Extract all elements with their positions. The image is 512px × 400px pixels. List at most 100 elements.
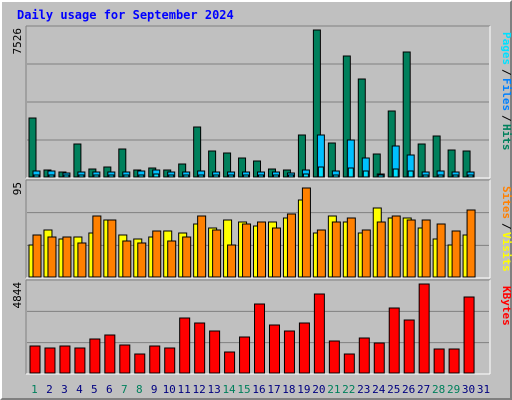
y-max-label-0: 7526 xyxy=(11,28,24,55)
bar-sites-day-12 xyxy=(197,215,207,278)
bar-sites-day-7 xyxy=(122,240,132,278)
bar-kbytes-day-15 xyxy=(239,336,251,374)
bar-sites-day-17 xyxy=(271,227,281,278)
bar-sites-day-26 xyxy=(406,219,416,278)
bar-sites-day-14 xyxy=(227,244,237,278)
bar-kbytes-day-28 xyxy=(433,348,445,374)
legend-sites: Sites xyxy=(500,186,512,219)
bar-pages-day-6 xyxy=(108,174,115,178)
bar-pages-day-8 xyxy=(138,174,145,178)
x-tick-day-6: 6 xyxy=(106,383,113,396)
bar-sites-day-4 xyxy=(77,242,87,278)
bar-sites-day-23 xyxy=(361,229,371,278)
bar-kbytes-day-23 xyxy=(358,337,370,374)
bar-pages-day-4 xyxy=(78,174,85,178)
bar-sites-day-20 xyxy=(316,229,326,278)
bar-sites-day-18 xyxy=(286,213,296,278)
x-tick-day-4: 4 xyxy=(76,383,83,396)
bar-pages-day-14 xyxy=(228,174,235,178)
bar-kbytes-day-13 xyxy=(209,330,221,374)
x-tick-day-12: 12 xyxy=(193,383,206,396)
bar-sites-day-24 xyxy=(376,221,386,278)
x-tick-day-2: 2 xyxy=(46,383,53,396)
x-tick-day-1: 1 xyxy=(31,383,38,396)
bar-pages-day-16 xyxy=(258,174,265,178)
bar-pages-day-2 xyxy=(48,174,55,178)
bar-kbytes-day-18 xyxy=(283,330,295,374)
bar-kbytes-day-4 xyxy=(74,347,86,374)
bar-pages-day-29 xyxy=(452,174,459,178)
bar-kbytes-day-24 xyxy=(373,342,385,374)
bar-pages-day-26 xyxy=(407,170,414,178)
bar-kbytes-day-25 xyxy=(388,307,400,374)
bar-kbytes-day-6 xyxy=(104,334,116,374)
bar-pages-day-21 xyxy=(332,174,339,178)
legend-kbytes: KBytes xyxy=(500,286,512,326)
bar-hits-day-16 xyxy=(253,160,262,178)
bar-pages-day-25 xyxy=(392,168,399,178)
x-tick-day-16: 16 xyxy=(252,383,265,396)
bar-sites-day-19 xyxy=(301,187,311,278)
legend-hits: Hits xyxy=(500,124,512,151)
bar-kbytes-day-7 xyxy=(119,344,131,374)
bar-sites-day-2 xyxy=(47,236,57,278)
bar-pages-day-22 xyxy=(347,167,354,178)
bar-sites-day-15 xyxy=(242,223,252,278)
bar-pages-day-15 xyxy=(243,174,250,178)
chart-title: Daily usage for September 2024 xyxy=(17,8,234,22)
bar-sites-day-6 xyxy=(107,219,117,278)
bar-pages-day-13 xyxy=(213,174,220,178)
x-tick-day-22: 22 xyxy=(342,383,355,396)
x-tick-day-14: 14 xyxy=(222,383,236,396)
bar-kbytes-day-20 xyxy=(313,293,325,374)
bar-sites-day-10 xyxy=(167,240,177,278)
bar-kbytes-day-8 xyxy=(134,353,146,374)
legend-separator-0-1: / xyxy=(500,69,512,76)
x-tick-day-20: 20 xyxy=(312,383,325,396)
x-tick-day-19: 19 xyxy=(297,383,310,396)
x-tick-day-8: 8 xyxy=(136,383,143,396)
x-tick-day-30: 30 xyxy=(462,383,475,396)
x-tick-day-31: 31 xyxy=(477,383,490,396)
bar-hits-day-1 xyxy=(28,117,37,178)
bar-pages-day-12 xyxy=(198,174,205,178)
bar-pages-day-5 xyxy=(93,174,100,178)
bar-kbytes-day-2 xyxy=(44,347,56,374)
bar-kbytes-day-29 xyxy=(448,348,460,374)
bar-pages-day-7 xyxy=(123,174,130,178)
legend-separator-1-1: / xyxy=(500,223,512,230)
bar-sites-day-27 xyxy=(421,219,431,278)
x-tick-day-17: 17 xyxy=(267,383,280,396)
bar-pages-day-11 xyxy=(183,174,190,178)
bar-sites-day-5 xyxy=(92,215,102,278)
bar-pages-day-1 xyxy=(33,174,40,178)
x-tick-day-13: 13 xyxy=(207,383,220,396)
bar-hits-day-12 xyxy=(193,126,202,178)
bar-sites-day-29 xyxy=(451,230,461,278)
bar-kbytes-day-11 xyxy=(179,317,191,374)
bar-pages-day-24 xyxy=(377,174,384,178)
x-tick-day-15: 15 xyxy=(237,383,250,396)
x-tick-day-10: 10 xyxy=(163,383,176,396)
bar-kbytes-day-16 xyxy=(254,303,266,374)
bar-pages-day-27 xyxy=(422,174,429,178)
bar-kbytes-day-5 xyxy=(89,338,101,374)
bar-sites-day-28 xyxy=(436,223,446,278)
bar-kbytes-day-26 xyxy=(403,319,415,374)
bar-kbytes-day-30 xyxy=(463,296,475,374)
bar-kbytes-day-22 xyxy=(343,353,355,374)
x-tick-day-9: 9 xyxy=(151,383,158,396)
x-tick-day-21: 21 xyxy=(327,383,340,396)
x-tick-day-29: 29 xyxy=(447,383,460,396)
legend-files: Files xyxy=(500,78,512,111)
bar-sites-day-3 xyxy=(62,236,72,278)
bar-sites-day-16 xyxy=(257,221,267,278)
bar-sites-day-8 xyxy=(137,242,147,278)
bar-pages-day-20 xyxy=(317,166,324,178)
bar-sites-day-22 xyxy=(346,217,356,278)
x-tick-day-25: 25 xyxy=(387,383,400,396)
bar-pages-day-23 xyxy=(362,170,369,178)
bar-pages-day-10 xyxy=(168,174,175,178)
bar-kbytes-day-27 xyxy=(418,283,430,374)
bar-kbytes-day-9 xyxy=(149,345,161,374)
